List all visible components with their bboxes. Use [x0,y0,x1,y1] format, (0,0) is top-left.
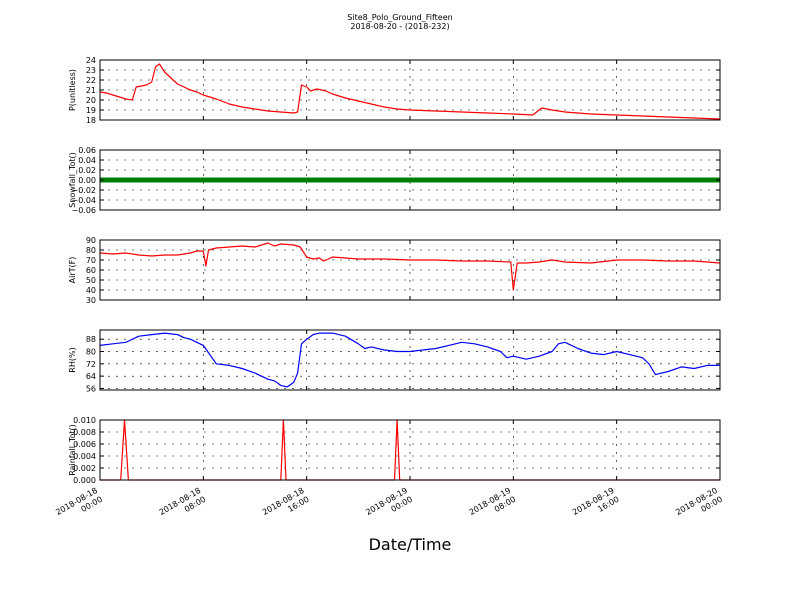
series-line [99,242,721,291]
y-tick-label: 64 [86,372,96,381]
y-tick-label: 0.04 [78,156,96,165]
y-tick-label: 90 [86,236,96,245]
y-tick-label: 0.02 [78,166,96,175]
grid [99,330,721,390]
grid [99,239,721,301]
x-axis-label: Date/Time [369,535,452,554]
panel-4: 56 64 72 80 88 RH(%) [68,329,721,393]
y-axis-label: P(unitless) [68,69,77,111]
y-tick-label: 56 [86,384,96,393]
y-tick-label: 70 [86,256,96,265]
y-tick-label: 80 [86,348,96,357]
y-axis-label: AirT(F) [68,257,77,284]
y-tick-label: 88 [86,335,96,344]
y-tick-label: 40 [86,286,96,295]
y-axis-label: Snowfall_Tot() [68,152,77,208]
y-tick-label: 0.010 [73,416,96,425]
y-tick-label: 0.000 [73,476,96,485]
y-tick-label: 0.008 [73,428,96,437]
chart-title: Site8_Polo_Ground_Fifteen [347,13,452,22]
y-tick-label: 0.002 [73,464,96,473]
grid [99,419,721,481]
y-tick-label: 0.00 [78,176,96,185]
y-tick-label: 80 [86,246,96,255]
y-tick-label: 0.06 [78,146,96,155]
grid [99,59,721,121]
y-tick-label: 22 [86,76,96,85]
y-axis-label: Rainfall_Tot() [68,424,77,476]
y-tick-label: 24 [86,56,96,65]
y-tick-label: 19 [86,106,96,115]
panel-2: −0.06−0.04−0.020.000.020.040.06Snowfall_… [68,146,721,215]
panel-5: 0.000 0.002 0.004 0.006 0.008 0.010Rainfall_T… [68,416,721,485]
y-tick-label: 23 [86,66,96,75]
y-tick-label: 20 [86,96,96,105]
chart-subtitle: 2018-08-20 - (2018-232) [350,22,449,31]
y-tick-label: −0.06 [71,206,96,215]
y-tick-label: 50 [86,276,96,285]
series-line [99,63,721,120]
y-tick-label: −0.02 [71,186,96,195]
y-axis-label: RH(%) [68,347,77,372]
y-tick-label: −0.04 [71,196,96,205]
y-tick-label: 0.006 [73,440,96,449]
y-tick-label: 60 [86,266,96,275]
y-tick-label: 30 [86,296,96,305]
y-tick-label: 18 [86,116,96,125]
y-tick-label: 0.004 [73,452,96,461]
y-tick-label: 21 [86,86,96,95]
y-tick-label: 72 [86,360,96,369]
series-line [99,332,720,388]
